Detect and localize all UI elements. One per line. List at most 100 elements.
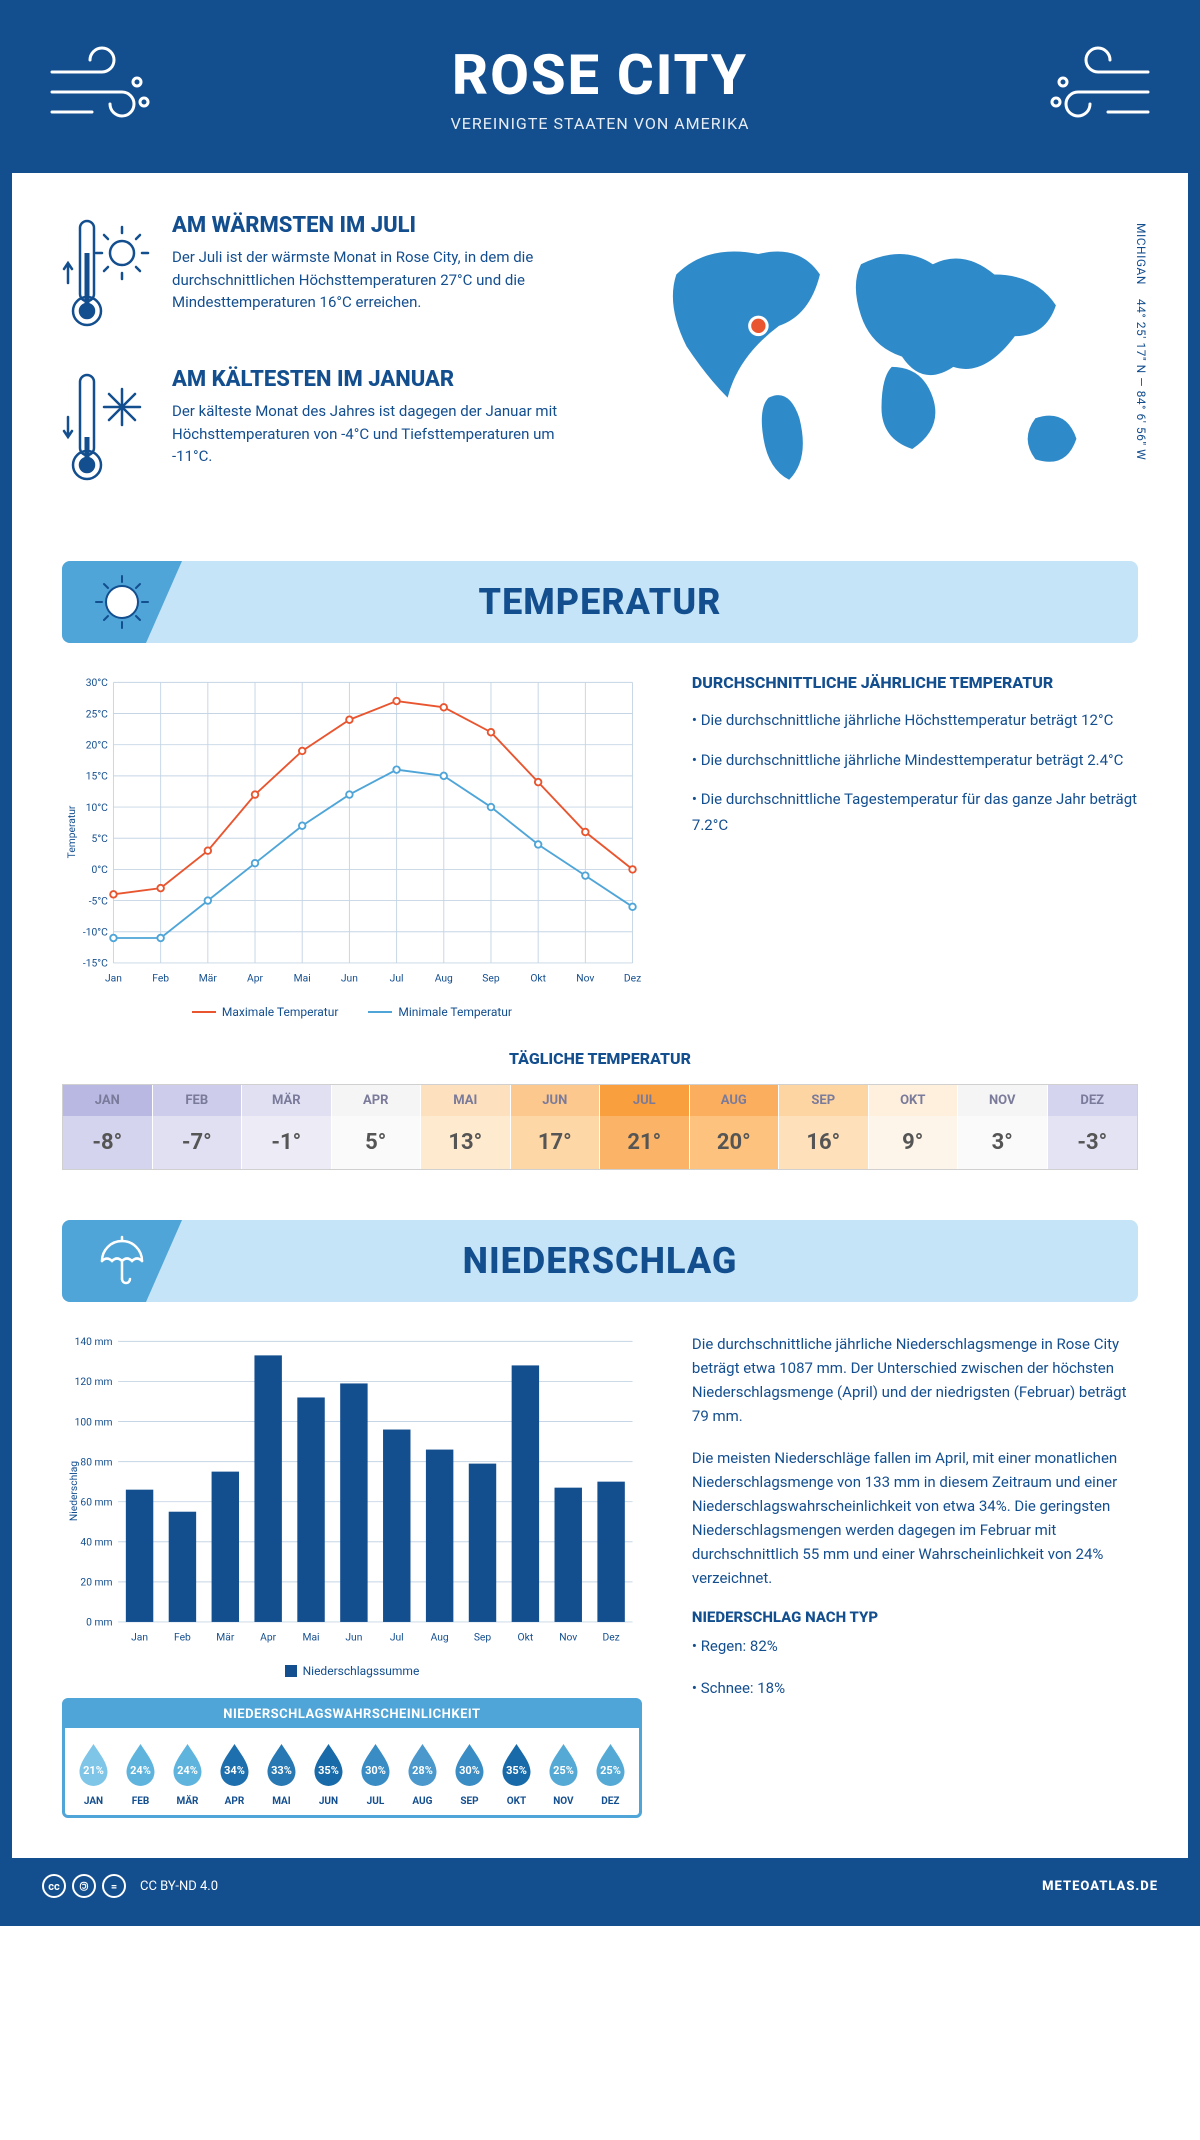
svg-text:15°C: 15°C — [86, 770, 108, 783]
svg-text:Dez: Dez — [602, 1631, 619, 1644]
temperature-banner: TEMPERATUR — [62, 561, 1138, 643]
svg-text:25%: 25% — [553, 1764, 574, 1777]
svg-text:Mai: Mai — [294, 972, 311, 985]
svg-text:Sep: Sep — [482, 972, 500, 985]
svg-text:0 mm: 0 mm — [86, 1616, 112, 1629]
svg-text:Jun: Jun — [345, 1631, 362, 1644]
svg-text:Jan: Jan — [105, 972, 122, 985]
svg-text:Apr: Apr — [247, 972, 263, 985]
svg-text:-15°C: -15°C — [83, 957, 108, 970]
sun-icon — [92, 572, 152, 632]
probability-drop: 34% APR — [212, 1740, 257, 1807]
temperature-info: DURCHSCHNITTLICHE JÄHRLICHE TEMPERATUR •… — [692, 673, 1138, 1019]
svg-text:Niederschlag: Niederschlag — [67, 1461, 80, 1521]
month-cell: AUG 20° — [690, 1085, 780, 1169]
license-icons: cc 🄯 = CC BY-ND 4.0 — [42, 1874, 218, 1898]
svg-text:120 mm: 120 mm — [75, 1375, 113, 1388]
svg-text:Okt: Okt — [518, 1631, 534, 1644]
month-cell: SEP 16° — [779, 1085, 869, 1169]
svg-text:Mär: Mär — [216, 1631, 235, 1644]
svg-text:Aug: Aug — [431, 1631, 449, 1644]
nd-icon: = — [102, 1874, 126, 1898]
month-cell: MAI 13° — [421, 1085, 511, 1169]
svg-text:25°C: 25°C — [86, 707, 108, 720]
daily-temp-title: TÄGLICHE TEMPERATUR — [62, 1049, 1138, 1068]
svg-text:20 mm: 20 mm — [80, 1576, 112, 1589]
svg-text:35%: 35% — [318, 1764, 339, 1777]
probability-drop: 35% OKT — [494, 1740, 539, 1807]
svg-text:Mai: Mai — [303, 1631, 320, 1644]
month-cell: DEZ -3° — [1048, 1085, 1138, 1169]
svg-text:Nov: Nov — [559, 1631, 577, 1644]
world-map-icon — [625, 213, 1138, 500]
by-icon: 🄯 — [72, 1874, 96, 1898]
svg-text:5°C: 5°C — [92, 832, 109, 845]
svg-text:25%: 25% — [600, 1764, 621, 1777]
svg-text:35%: 35% — [506, 1764, 527, 1777]
month-cell: APR 5° — [332, 1085, 422, 1169]
svg-text:Aug: Aug — [435, 972, 453, 985]
precipitation-info: Die durchschnittliche jährliche Niedersc… — [692, 1332, 1138, 1818]
footer: cc 🄯 = CC BY-ND 4.0 METEOATLAS.DE — [12, 1858, 1188, 1914]
svg-text:10°C: 10°C — [86, 801, 108, 814]
precipitation-probability-box: NIEDERSCHLAGSWAHRSCHEINLICHKEIT 21% JAN … — [62, 1698, 642, 1818]
svg-text:Jan: Jan — [131, 1631, 148, 1644]
svg-text:Temperatur: Temperatur — [65, 805, 78, 858]
svg-text:20°C: 20°C — [86, 738, 108, 751]
probability-drop: 24% MÄR — [165, 1740, 210, 1807]
probability-drop: 30% SEP — [447, 1740, 492, 1807]
svg-text:-5°C: -5°C — [89, 894, 108, 907]
svg-text:33%: 33% — [271, 1764, 292, 1777]
svg-text:60 mm: 60 mm — [80, 1495, 112, 1508]
main-content: AM WÄRMSTEN IM JULI Der Juli ist der wär… — [12, 173, 1188, 1858]
svg-text:24%: 24% — [130, 1764, 151, 1777]
cc-icon: cc — [42, 1874, 66, 1898]
infographic-page: ROSE CITY VEREINIGTE STAATEN VON AMERIKA — [0, 0, 1200, 1926]
probability-drop: 30% JUL — [353, 1740, 398, 1807]
svg-text:34%: 34% — [224, 1764, 245, 1777]
svg-text:Feb: Feb — [152, 972, 169, 985]
svg-text:Nov: Nov — [576, 972, 594, 985]
month-cell: JAN -8° — [63, 1085, 153, 1169]
precipitation-banner: NIEDERSCHLAG — [62, 1220, 1138, 1302]
coldest-title: AM KÄLTESTEN IM JANUAR — [172, 367, 575, 392]
month-cell: JUL 21° — [600, 1085, 690, 1169]
warmest-text: Der Juli ist der wärmste Monat in Rose C… — [172, 246, 575, 314]
header: ROSE CITY VEREINIGTE STAATEN VON AMERIKA — [12, 12, 1188, 173]
svg-text:Mär: Mär — [199, 972, 218, 985]
coldest-text: Der kälteste Monat des Jahres ist dagege… — [172, 400, 575, 468]
svg-text:Apr: Apr — [260, 1631, 276, 1644]
warmest-fact: AM WÄRMSTEN IM JULI Der Juli ist der wär… — [62, 213, 575, 337]
umbrella-icon — [92, 1231, 152, 1291]
svg-text:Jun: Jun — [341, 972, 358, 985]
probability-drop: 24% FEB — [118, 1740, 163, 1807]
city-title: ROSE CITY — [32, 42, 1168, 108]
svg-text:0°C: 0°C — [92, 863, 109, 876]
month-cell: JUN 17° — [511, 1085, 601, 1169]
month-cell: MÄR -1° — [242, 1085, 332, 1169]
thermometer-hot-icon — [62, 213, 152, 333]
svg-text:Jul: Jul — [390, 972, 404, 985]
svg-text:30%: 30% — [459, 1764, 480, 1777]
thermometer-cold-icon — [62, 367, 152, 487]
svg-text:30%: 30% — [365, 1764, 386, 1777]
probability-drop: 25% DEZ — [588, 1740, 633, 1807]
svg-text:21%: 21% — [83, 1764, 104, 1777]
country-subtitle: VEREINIGTE STAATEN VON AMERIKA — [32, 114, 1168, 133]
month-cell: OKT 9° — [869, 1085, 959, 1169]
svg-text:80 mm: 80 mm — [80, 1455, 112, 1468]
month-cell: FEB -7° — [153, 1085, 243, 1169]
site-name: METEOATLAS.DE — [1042, 1879, 1158, 1894]
daily-temperature-table: JAN -8° FEB -7° MÄR -1° APR 5° MAI 13° J… — [62, 1084, 1138, 1170]
warmest-title: AM WÄRMSTEN IM JULI — [172, 213, 575, 238]
svg-text:24%: 24% — [177, 1764, 198, 1777]
svg-text:Jul: Jul — [390, 1631, 404, 1644]
svg-text:40 mm: 40 mm — [80, 1536, 112, 1549]
coldest-fact: AM KÄLTESTEN IM JANUAR Der kälteste Mona… — [62, 367, 575, 491]
probability-drop: 25% NOV — [541, 1740, 586, 1807]
svg-text:140 mm: 140 mm — [75, 1335, 113, 1348]
svg-text:30°C: 30°C — [86, 676, 108, 689]
precipitation-bar-chart: 0 mm20 mm40 mm60 mm80 mm100 mm120 mm140 … — [62, 1332, 642, 1650]
svg-text:Dez: Dez — [624, 972, 641, 985]
probability-drop: 33% MAI — [259, 1740, 304, 1807]
